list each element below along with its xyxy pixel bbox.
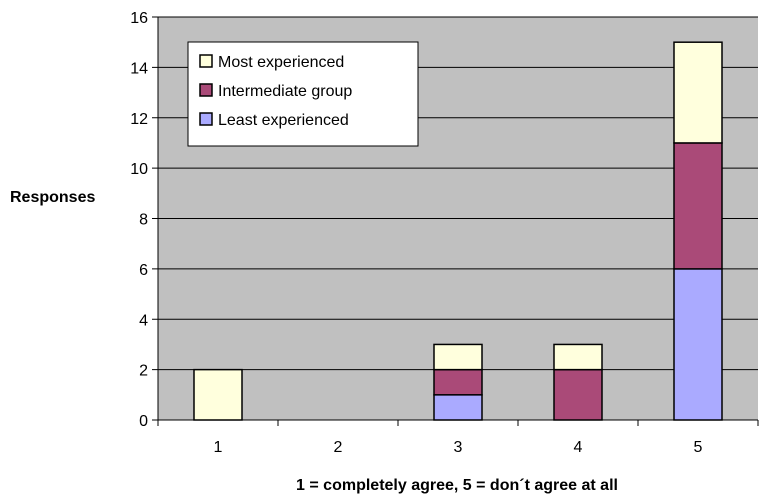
y-tick-label: 10 bbox=[130, 161, 148, 178]
y-axis-title: Responses bbox=[10, 189, 95, 206]
legend-swatch-most-experienced bbox=[199, 54, 213, 68]
bar-segment-intermediate-group-5 bbox=[673, 142, 723, 270]
legend-label: Least experienced bbox=[218, 112, 349, 129]
x-tick-label: 4 bbox=[574, 439, 583, 456]
x-tick-label: 2 bbox=[334, 439, 343, 456]
y-tick-label: 0 bbox=[139, 413, 148, 430]
gridlines bbox=[158, 16, 758, 371]
y-tick-label: 12 bbox=[130, 111, 148, 128]
legend-label: Most experienced bbox=[218, 54, 344, 71]
legend-swatch-least-experienced bbox=[199, 112, 213, 126]
y-tick-label: 16 bbox=[130, 10, 148, 27]
bar-segment-most-experienced-4 bbox=[553, 343, 603, 371]
x-axis-title: 1 = completely agree, 5 = don´t agree at… bbox=[296, 477, 618, 494]
y-tick-label: 8 bbox=[139, 212, 148, 229]
bars bbox=[193, 41, 723, 421]
legend: Most experienced Intermediate group Least … bbox=[187, 41, 419, 147]
bar-segment-most-experienced-5 bbox=[673, 41, 723, 144]
bar-segment-most-experienced-3 bbox=[433, 343, 483, 371]
y-tick-label: 4 bbox=[139, 312, 148, 329]
y-tick-label: 2 bbox=[139, 363, 148, 380]
bar-segment-intermediate-group-4 bbox=[553, 368, 603, 421]
bar-segment-least-experienced-3 bbox=[433, 394, 483, 421]
x-tick-label: 1 bbox=[214, 439, 223, 456]
bar-segment-most-experienced-1 bbox=[193, 368, 243, 421]
y-tick-label: 6 bbox=[139, 262, 148, 279]
legend-swatch-intermediate-group bbox=[199, 83, 213, 97]
x-tick-labels: 1 2 3 4 5 bbox=[157, 420, 759, 456]
x-tick-label: 3 bbox=[454, 439, 463, 456]
y-tick-labels: 0 2 4 6 8 10 12 14 16 bbox=[130, 10, 158, 430]
bar-segment-least-experienced-5 bbox=[673, 268, 723, 421]
legend-label: Intermediate group bbox=[218, 83, 352, 100]
y-tick-label: 14 bbox=[130, 60, 148, 77]
bar-segment-intermediate-group-3 bbox=[433, 368, 483, 396]
x-tick-label: 5 bbox=[694, 439, 703, 456]
legend-box bbox=[187, 41, 419, 147]
